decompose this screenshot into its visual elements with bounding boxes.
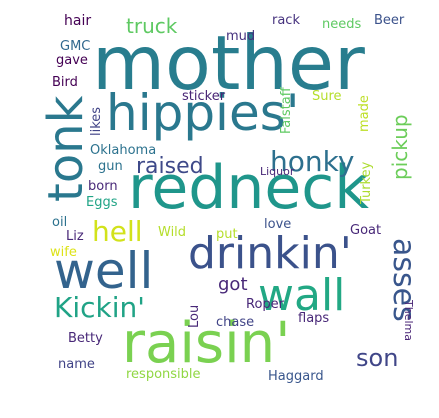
word-oil: oil [52, 215, 68, 230]
word-gave: gave [56, 53, 88, 68]
word-rack: rack [272, 13, 300, 28]
word-liquor: Liquor [260, 165, 295, 178]
word-drinkin: drinkin' [188, 228, 352, 279]
word-made: made [357, 95, 372, 132]
word-sticker: sticker [182, 89, 226, 104]
word-wife: wife [50, 245, 77, 260]
word-raisin: raisin' [122, 311, 291, 376]
word-flaps: flaps [298, 311, 330, 326]
word-put: put [216, 227, 238, 242]
word-wall: wall [258, 270, 346, 321]
word-born: born [88, 179, 118, 194]
word-love: love [264, 217, 292, 232]
word-sure: Sure [312, 89, 342, 104]
word-oklahoma: Oklahoma [90, 143, 157, 158]
word-tonk: tonk [38, 95, 94, 202]
word-lou: Lou [187, 304, 202, 328]
word-haggard: Haggard [268, 369, 324, 384]
word-redneck: redneck [128, 153, 370, 223]
word-gun: gun [98, 159, 123, 174]
word-eggs: Eggs [86, 195, 118, 210]
word-well: well [54, 242, 154, 300]
word-gmc: GMC [60, 39, 91, 54]
word-son: son [356, 344, 399, 372]
word-liz: Liz [66, 229, 84, 244]
word-hair: hair [64, 13, 92, 29]
word-mother: mother [92, 19, 365, 107]
word-mud: mud [226, 29, 256, 44]
word-hell: hell [92, 215, 143, 248]
word-roper: Roper [246, 297, 284, 312]
word-betty: Betty [68, 331, 103, 346]
word-hippies: hippies' [106, 84, 300, 142]
word-responsible: responsible [126, 367, 201, 382]
word-kickin: Kickin' [54, 291, 145, 324]
word-falstaff: Falstaff [279, 87, 294, 134]
word-pickup: pickup [388, 114, 412, 180]
word-chase: chase [216, 315, 255, 330]
word-name: name [58, 357, 95, 372]
word-wild: Wild [158, 225, 187, 240]
word-cloud-canvas: mother redneck hippies' raisin' well dri… [38, 6, 421, 388]
word-got: got [218, 274, 248, 295]
word-honky: honky [270, 145, 355, 178]
word-bird: Bird [52, 75, 78, 90]
word-beer: Beer [374, 13, 405, 28]
word-thelma: Thelma [402, 300, 415, 341]
word-raised: raised [136, 154, 204, 179]
word-goat: Goat [350, 223, 382, 238]
word-turkey: Turkey [359, 161, 374, 204]
word-truck: truck [126, 14, 178, 38]
word-needs: needs [322, 17, 362, 32]
word-likes: likes [89, 106, 104, 136]
